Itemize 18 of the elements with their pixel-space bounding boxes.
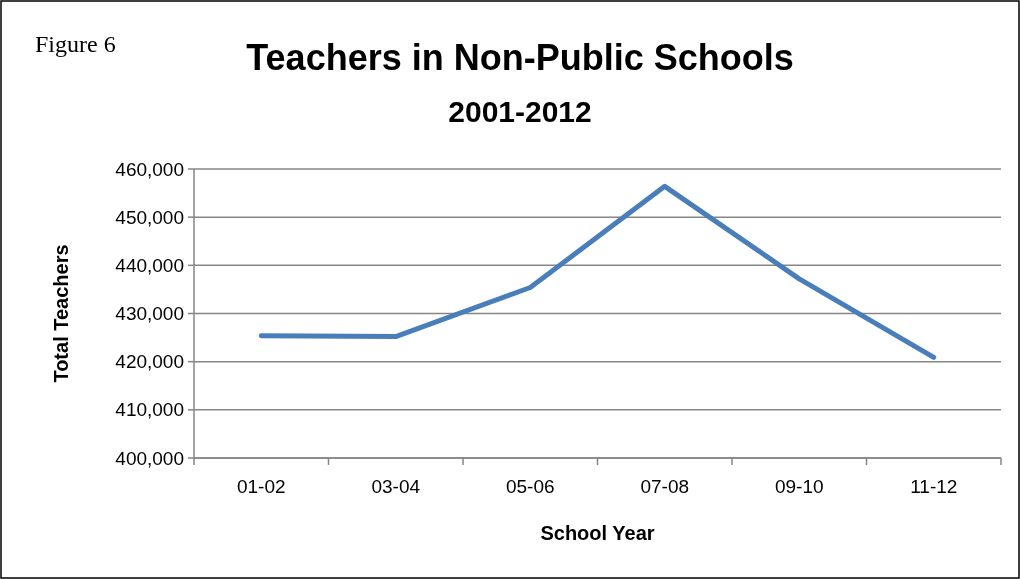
x-tick-label: 01-02 bbox=[236, 476, 286, 497]
chart-subtitle: 2001-2012 bbox=[448, 95, 592, 128]
y-tick-label: 420,000 bbox=[115, 351, 184, 373]
x-tick-label: 07-08 bbox=[640, 476, 690, 497]
x-tick-label: 09-10 bbox=[774, 476, 824, 497]
x-tick-label: 11-12 bbox=[910, 476, 958, 497]
y-tick-label: 430,000 bbox=[115, 303, 184, 325]
y-axis-title: Total Teachers bbox=[50, 244, 72, 383]
y-tick-label: 410,000 bbox=[115, 399, 184, 421]
y-tick-label: 460,000 bbox=[115, 158, 184, 180]
x-axis-title: School Year bbox=[540, 522, 655, 544]
x-tick-label: 05-06 bbox=[505, 476, 555, 497]
y-tick-label: 450,000 bbox=[115, 206, 184, 228]
x-tick-label: 03-04 bbox=[371, 476, 421, 497]
caption: Figure 6 bbox=[35, 31, 116, 57]
y-tick-label: 400,000 bbox=[115, 447, 184, 469]
y-tick-label: 440,000 bbox=[115, 254, 184, 276]
chart-title: Teachers in Non-Public Schools bbox=[246, 37, 794, 78]
